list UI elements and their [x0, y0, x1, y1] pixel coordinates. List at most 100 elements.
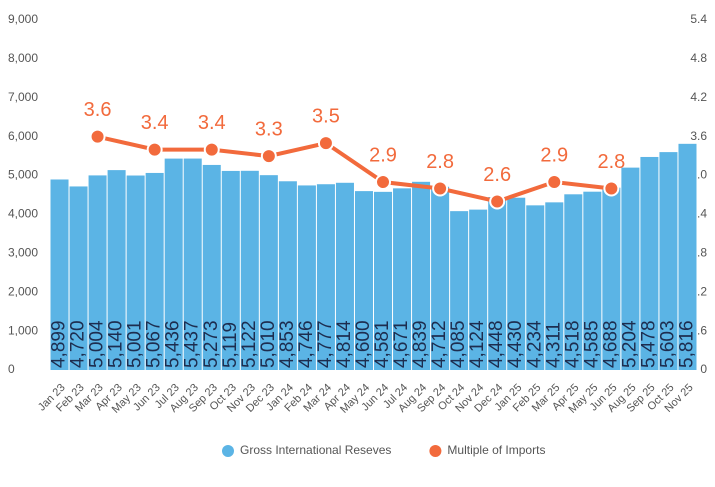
value-label: 4,777	[315, 320, 336, 368]
value-label: 4,688	[600, 320, 621, 368]
bar	[583, 191, 602, 370]
y-tick-label: 6,000	[8, 129, 38, 143]
line-label: 2.9	[540, 144, 568, 166]
bar	[145, 172, 164, 370]
line-marker	[146, 141, 163, 158]
value-label: 4,234	[524, 320, 545, 368]
bar	[297, 185, 316, 370]
bar	[507, 197, 526, 370]
line-label: 2.9	[369, 144, 397, 166]
line-marker	[432, 180, 449, 197]
value-label: 4,124	[467, 320, 488, 368]
y2-tick-label: 3.6	[690, 129, 707, 143]
bar	[374, 191, 393, 370]
bar	[88, 175, 107, 370]
y-tick-label: 8,000	[8, 51, 38, 65]
value-label: 4,581	[372, 320, 393, 368]
y-tick-label: 9,000	[8, 12, 38, 26]
bar	[50, 179, 69, 370]
y-tick-label: 1,000	[8, 323, 38, 337]
value-label: 4,839	[410, 320, 431, 368]
line-marker	[317, 135, 334, 152]
line-marker	[203, 141, 220, 158]
bar	[69, 186, 88, 370]
bar	[526, 205, 545, 370]
y-tick-label: 5,000	[8, 168, 38, 182]
line-label: 2.8	[426, 151, 454, 173]
line-marker	[489, 193, 506, 210]
value-label: 5,122	[239, 320, 260, 368]
bar	[450, 211, 469, 370]
bar	[183, 158, 202, 370]
y2-tick-label: 5.4	[690, 12, 707, 26]
line-marker	[375, 174, 392, 191]
value-label: 5,603	[657, 320, 678, 368]
value-label: 4,600	[353, 320, 374, 368]
bar	[202, 164, 221, 370]
bar	[164, 158, 183, 370]
value-label: 5,273	[201, 320, 222, 368]
value-label: 4,720	[68, 320, 89, 368]
bar	[469, 209, 488, 370]
y2-tick-label: 0	[700, 362, 707, 376]
bar	[431, 186, 450, 370]
bar	[278, 181, 297, 370]
line-marker	[603, 180, 620, 197]
bar	[316, 184, 335, 370]
bar	[621, 167, 640, 370]
bar	[659, 152, 678, 370]
value-label: 4,518	[562, 320, 583, 368]
value-label: 4,448	[486, 320, 507, 368]
value-label: 5,119	[220, 322, 241, 368]
value-label: 4,853	[277, 320, 298, 368]
bar	[545, 202, 564, 370]
bar	[564, 194, 583, 370]
y2-tick-label: 4.8	[690, 51, 707, 65]
y2-tick-label: 4.2	[690, 90, 707, 104]
bar	[240, 170, 259, 370]
value-label: 5,437	[182, 320, 203, 368]
legend-label: Multiple of Imports	[447, 443, 545, 457]
line	[97, 134, 612, 204]
bar	[602, 187, 621, 370]
bar	[259, 175, 278, 370]
bar	[126, 175, 145, 370]
legend-swatch	[429, 445, 442, 457]
value-label: 5,436	[163, 320, 184, 368]
bar	[393, 188, 412, 370]
value-label: 4,671	[391, 320, 412, 368]
y-tick-label: 3,000	[8, 246, 38, 260]
value-label: 4,085	[448, 320, 469, 368]
value-label: 4,585	[581, 320, 602, 368]
value-label: 5,478	[638, 320, 659, 368]
line-label: 3.6	[84, 99, 112, 121]
value-label: 4,430	[505, 320, 526, 368]
value-label: 4,712	[429, 320, 450, 368]
y-tick-label: 4,000	[8, 207, 38, 221]
bar	[412, 181, 431, 370]
legend-swatch	[222, 445, 234, 457]
value-label: 5,004	[87, 320, 108, 368]
value-label: 4,311	[543, 322, 564, 368]
line-marker	[260, 148, 277, 165]
line-marker	[546, 174, 563, 191]
value-label: 4,814	[334, 320, 355, 368]
line-label: 2.8	[597, 151, 625, 173]
value-label: 5,204	[619, 320, 640, 368]
value-label: 4,899	[49, 320, 70, 368]
value-label: 5,001	[125, 320, 146, 368]
y-tick-label: 0	[8, 362, 15, 376]
bar	[488, 197, 507, 370]
line-marker	[89, 128, 106, 145]
line-label: 3.3	[255, 118, 283, 140]
line-label: 3.5	[312, 105, 340, 127]
bar	[221, 170, 240, 370]
line-label: 3.4	[198, 112, 226, 134]
value-label: 5,067	[144, 320, 165, 368]
bar	[640, 156, 659, 370]
bar	[107, 170, 126, 370]
bar	[335, 182, 354, 370]
legend-label: Gross International Reseves	[240, 443, 391, 457]
y-tick-label: 2,000	[8, 284, 38, 298]
